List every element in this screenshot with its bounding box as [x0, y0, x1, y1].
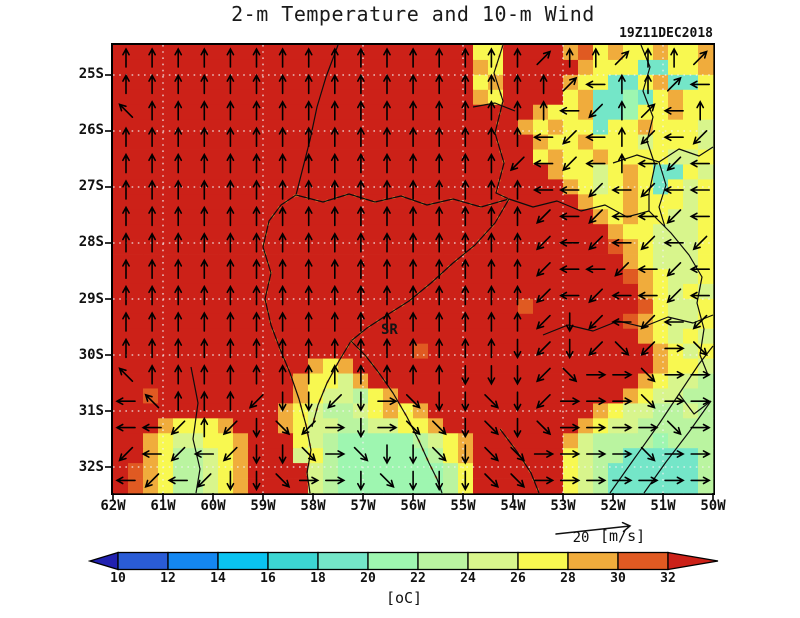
colorbar-tick-label: 10	[110, 571, 126, 586]
y-axis-label: 31S	[78, 402, 104, 419]
colorbar-tick-label: 12	[160, 571, 176, 586]
colorbar-tick-label: 24	[460, 571, 476, 586]
wind-reference-value: 20	[572, 530, 590, 546]
x-axis-label: 58W	[300, 498, 326, 514]
y-axis-label: 27S	[78, 178, 104, 195]
x-axis-label: 50W	[700, 498, 726, 514]
x-axis-label: 53W	[550, 498, 576, 514]
x-axis-label: 60W	[200, 498, 226, 514]
colorbar-tick-label: 18	[310, 571, 326, 586]
x-axis-label: 56W	[400, 498, 426, 514]
x-axis-label: 55W	[450, 498, 476, 514]
y-axis-label: 25S	[78, 66, 104, 82]
map-canvas: SR	[105, 44, 714, 501]
wind-vectors	[115, 47, 711, 492]
x-axis-label: 62W	[100, 498, 126, 514]
y-axis-label: 29S	[78, 290, 104, 307]
x-axis-label: 59W	[250, 498, 276, 514]
y-axis-label: 30S	[78, 346, 104, 363]
lat-lon-gridlines	[113, 45, 713, 493]
timestamp: 19Z11DEC2018	[619, 26, 713, 41]
colorbar	[88, 551, 720, 571]
colorbar-tick-label: 20	[360, 571, 376, 586]
colorbar-tick-label: 16	[260, 571, 276, 586]
colorbar-tick-label: 26	[510, 571, 526, 586]
axis-ticks	[105, 74, 714, 501]
y-axis-label: 32S	[78, 458, 104, 475]
colorbar-unit: [oC]	[385, 589, 423, 607]
y-axis-label: 28S	[78, 234, 104, 251]
colorbar-tick-label: 32	[660, 571, 676, 586]
x-axis-label: 57W	[350, 498, 376, 514]
y-axis-label: 26S	[78, 122, 104, 139]
x-axis-label: 54W	[500, 498, 526, 514]
x-axis-label: 51W	[650, 498, 676, 514]
colorbar-tick-label: 22	[410, 571, 426, 586]
chart-title: 2-m Temperature and 10-m Wind	[231, 2, 595, 26]
wind-reference-unit: [m/s]	[600, 527, 646, 545]
colorbar-tick-label: 14	[210, 571, 226, 586]
wind-reference-legend: 20 [m/s]	[552, 521, 722, 551]
map-plot-area: SR	[105, 43, 715, 501]
station-label: SR	[381, 322, 398, 338]
wind-reference-arrow-icon	[555, 521, 632, 535]
x-axis-label: 52W	[600, 498, 626, 514]
colorbar-tick-label: 28	[560, 571, 576, 586]
colorbar-tick-label: 30	[610, 571, 626, 586]
x-axis-label: 61W	[150, 498, 176, 514]
